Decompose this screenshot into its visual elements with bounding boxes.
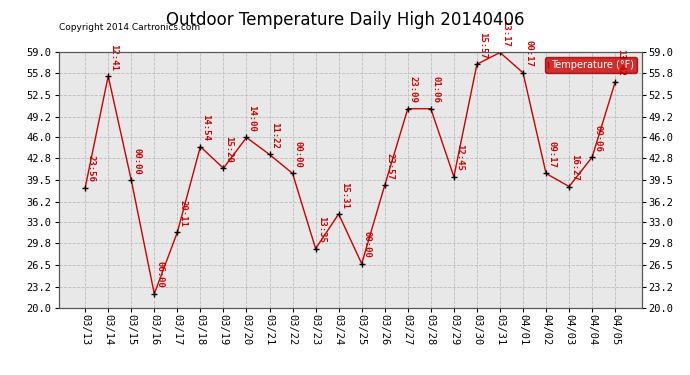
Text: 06:00: 06:00 [155, 261, 164, 288]
Text: 00:00: 00:00 [363, 231, 372, 258]
Text: 13:17: 13:17 [501, 20, 510, 47]
Text: 14:54: 14:54 [201, 114, 210, 141]
Text: 23:57: 23:57 [386, 153, 395, 180]
Text: 20:11: 20:11 [179, 200, 188, 227]
Text: 13:42: 13:42 [616, 50, 625, 76]
Text: 01:06: 01:06 [432, 76, 441, 103]
Text: 15:57: 15:57 [478, 32, 487, 59]
Text: 23:09: 23:09 [409, 76, 418, 103]
Text: 00:17: 00:17 [524, 40, 533, 67]
Text: 15:20: 15:20 [224, 136, 233, 163]
Text: 12:41: 12:41 [109, 44, 118, 70]
Text: 13:35: 13:35 [317, 216, 326, 243]
Text: 15:31: 15:31 [339, 182, 348, 209]
Text: 00:00: 00:00 [132, 148, 141, 174]
Text: Outdoor Temperature Daily High 20140406: Outdoor Temperature Daily High 20140406 [166, 11, 524, 29]
Text: 09:06: 09:06 [593, 124, 602, 152]
Text: 09:17: 09:17 [547, 141, 556, 168]
Text: 00:00: 00:00 [294, 141, 303, 168]
Text: 23:56: 23:56 [86, 155, 95, 182]
Text: 16:27: 16:27 [570, 154, 579, 181]
Text: 11:22: 11:22 [270, 122, 279, 149]
Text: 12:45: 12:45 [455, 144, 464, 171]
Text: 14:00: 14:00 [248, 105, 257, 132]
Legend: Temperature (°F): Temperature (°F) [545, 57, 637, 73]
Text: Copyright 2014 Cartronics.com: Copyright 2014 Cartronics.com [59, 23, 200, 32]
